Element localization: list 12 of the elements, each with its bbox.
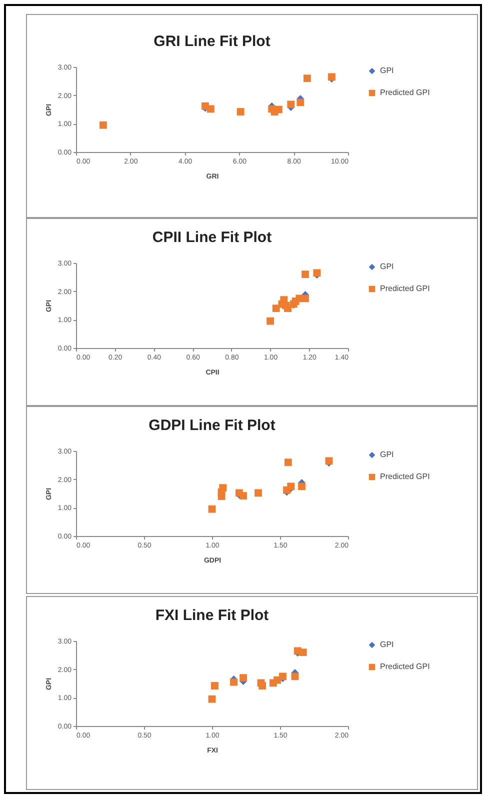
legend-label: GPI <box>380 262 394 271</box>
legend-label: GPI <box>380 450 394 459</box>
legend-label: Predicted GPI <box>380 88 430 97</box>
legend-label: GPI <box>380 66 394 75</box>
legend-label: Predicted GPI <box>380 472 430 481</box>
chart-title: GRI Line Fit Plot <box>154 33 270 50</box>
legend-label: Predicted GPI <box>380 284 430 293</box>
chart-title: CPII Line Fit Plot <box>152 229 272 246</box>
chart-title: FXI Line Fit Plot <box>155 607 269 624</box>
legend-label: GPI <box>380 640 394 649</box>
chart-title: GDPI Line Fit Plot <box>148 417 276 434</box>
legend-label: Predicted GPI <box>380 662 430 671</box>
